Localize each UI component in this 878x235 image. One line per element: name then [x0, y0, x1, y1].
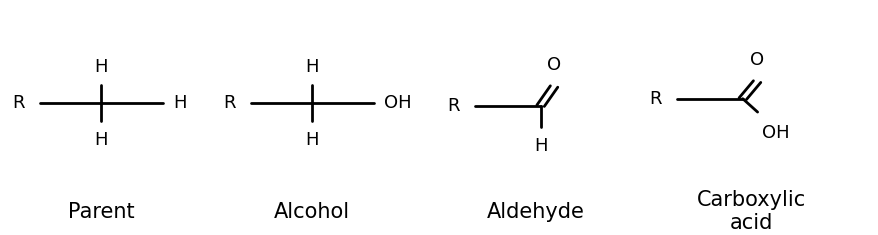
Text: Parent: Parent [68, 201, 134, 222]
Text: O: O [546, 55, 560, 74]
Text: Carboxylic
acid: Carboxylic acid [696, 190, 805, 233]
Text: R: R [447, 97, 459, 115]
Text: H: H [173, 94, 186, 112]
Text: H: H [94, 131, 108, 149]
Text: R: R [223, 94, 235, 112]
Text: H: H [305, 58, 319, 76]
Text: H: H [533, 137, 547, 156]
Text: R: R [12, 94, 25, 112]
Text: Aldehyde: Aldehyde [486, 201, 585, 222]
Text: R: R [649, 90, 661, 108]
Text: H: H [94, 58, 108, 76]
Text: Alcohol: Alcohol [274, 201, 349, 222]
Text: OH: OH [384, 94, 411, 112]
Text: OH: OH [761, 124, 788, 142]
Text: O: O [749, 51, 763, 69]
Text: H: H [305, 131, 319, 149]
